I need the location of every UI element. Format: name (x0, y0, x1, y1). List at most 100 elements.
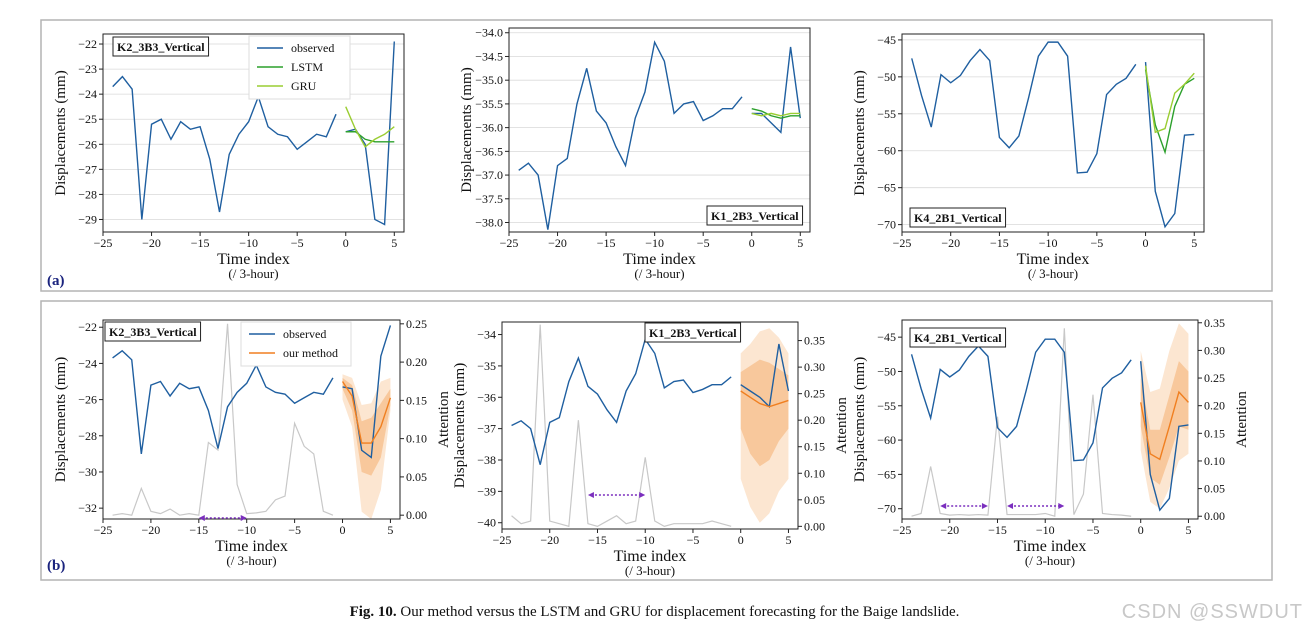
x-tick-label: 5 (391, 236, 397, 250)
panel-a-label: (a) (47, 273, 65, 289)
y2-tick-label: 0.10 (406, 432, 427, 446)
x-tick-label: 5 (797, 236, 803, 250)
y-tick-label: −32 (78, 501, 97, 515)
chart-b3: −25 −20 −15 −10 −5 0 5−70−65−60−55−50−450.000.… (852, 316, 1250, 568)
y-tick-label: −22 (78, 37, 97, 51)
x-tick-label: −5 (288, 523, 301, 537)
x-tick-label: −20 (142, 523, 161, 537)
y-tick-label: −55 (877, 399, 896, 413)
arrow-head-right (1058, 503, 1065, 509)
x-tick-label: −25 (500, 236, 519, 250)
y-tick-label: −24 (78, 87, 97, 101)
series-line-observed (740, 343, 790, 409)
x-tick-label: −10 (1039, 236, 1058, 250)
x-tick-label: −20 (548, 236, 567, 250)
series-line-observed (342, 325, 392, 459)
x-axis-label: Time index (1014, 538, 1087, 555)
y2-tick-label: 0.30 (804, 360, 825, 374)
y-axis-label: Displacements (mm) (852, 357, 868, 482)
series-line-our-method (341, 381, 392, 444)
y-axis-label: Displacements (mm) (459, 67, 475, 192)
y-tick-label: −34.5 (475, 49, 503, 63)
x-tick-label: 5 (1191, 236, 1197, 250)
y-axis-label: Displacements (mm) (452, 363, 468, 488)
chart-b1: −25 −20 −15 −10 −5 0 5 −32 −30 −28 −26 −24 −22 0.00 0.… (53, 317, 452, 568)
series-line-gru (1144, 65, 1195, 134)
x-tick-label: −5 (697, 236, 710, 250)
series-line-observed (751, 46, 801, 134)
x-tick-label: 0 (340, 523, 346, 537)
y-tick-label: −22 (78, 320, 97, 334)
series-line-observed (511, 337, 732, 465)
attention-line (511, 324, 732, 528)
x-axis-sublabel: (/ 3-hour) (1028, 266, 1078, 281)
x-tick-label: 0 (738, 533, 744, 547)
series-line-observed (345, 41, 395, 226)
plot-frame (102, 33, 405, 233)
y-tick-label: −35 (477, 359, 496, 373)
x-tick-label: −20 (142, 236, 161, 250)
x-tick-label: −15 (990, 236, 1009, 250)
y2-tick-label: 0.25 (1204, 371, 1225, 385)
x-axis-label: Time index (623, 251, 696, 268)
caption-text: Our method versus the LSTM and GRU for d… (400, 604, 960, 620)
y-tick-label: −39 (477, 484, 496, 498)
y-tick-label: −28 (78, 187, 97, 201)
arrow-head-right (240, 515, 247, 521)
y2-axis-label: Attention (834, 397, 850, 454)
y2-axis-label: Attention (436, 391, 452, 448)
x-tick-label: −5 (291, 236, 304, 250)
x-axis-sublabel: (/ 3-hour) (1025, 553, 1075, 568)
y-axis-label: Displacements (mm) (852, 70, 868, 195)
x-tick-label: −25 (493, 533, 512, 547)
x-tick-label: 0 (1138, 523, 1144, 537)
x-axis-label: Time index (215, 538, 288, 555)
chart-a1: −25 −20 −15 −10 −5 0 5 −29 −28 −27 −26 −25 −24 −23 −22… (53, 33, 405, 281)
y-tick-label: −26 (78, 393, 97, 407)
x-tick-label: 0 (343, 236, 349, 250)
x-axis-sublabel: (/ 3-hour) (228, 266, 278, 281)
uncertainty-band (740, 328, 789, 523)
y2-tick-label: 0.35 (1204, 316, 1225, 330)
x-tick-label: 5 (1185, 523, 1191, 537)
x-tick-label: −15 (191, 236, 210, 250)
y-tick-label: −55 (877, 107, 896, 121)
x-tick-label: −20 (940, 523, 959, 537)
charts-group: −25 −20 −15 −10 −5 0 5−29−28−27−26−25−24−23−22… (53, 26, 1250, 578)
watermark: CSDN @SSWDUT (1121, 601, 1303, 623)
y2-tick-label: 0.15 (1204, 426, 1225, 440)
uncertainty-band (1140, 361, 1189, 485)
series-line-lstm (345, 131, 395, 143)
y2-tick-label: 0.15 (406, 393, 427, 407)
x-axis-label: Time index (1017, 251, 1090, 268)
plot-frame (901, 33, 1205, 233)
chart-title: K2_3B3_Vertical (109, 325, 197, 339)
y-tick-label: −50 (877, 364, 896, 378)
panel-a-frame (40, 19, 1273, 292)
legend: observed our method (240, 321, 352, 367)
arrow-head-left (198, 515, 205, 521)
y-tick-label: −65 (877, 181, 896, 195)
y2-tick-label: 0.30 (1204, 343, 1225, 357)
series-line-gru (345, 106, 395, 148)
y-tick-label: −34.0 (475, 26, 503, 40)
x-axis-sublabel: (/ 3-hour) (625, 563, 675, 578)
x-tick-label: −25 (893, 236, 912, 250)
series-line-observed (1140, 361, 1189, 512)
legend-entry: our method (283, 346, 338, 360)
y-tick-label: −38 (477, 453, 496, 467)
y-axis-label: Displacements (mm) (53, 357, 69, 482)
x-tick-label: −25 (94, 523, 113, 537)
y-tick-label: −70 (877, 218, 896, 232)
plot-frame (901, 319, 1199, 520)
y2-tick-label: 0.05 (1204, 482, 1225, 496)
y-tick-label: −37 (477, 422, 496, 436)
legend-box (240, 321, 352, 367)
panel-b-frame (40, 300, 1273, 581)
chart-title-box (112, 36, 210, 57)
legend: observed LSTM GRU (248, 35, 351, 100)
series-line-observed (112, 75, 337, 220)
legend-entry: LSTM (291, 60, 323, 74)
panel-b-label: (b) (47, 558, 65, 574)
chart-title-box (909, 207, 1007, 228)
